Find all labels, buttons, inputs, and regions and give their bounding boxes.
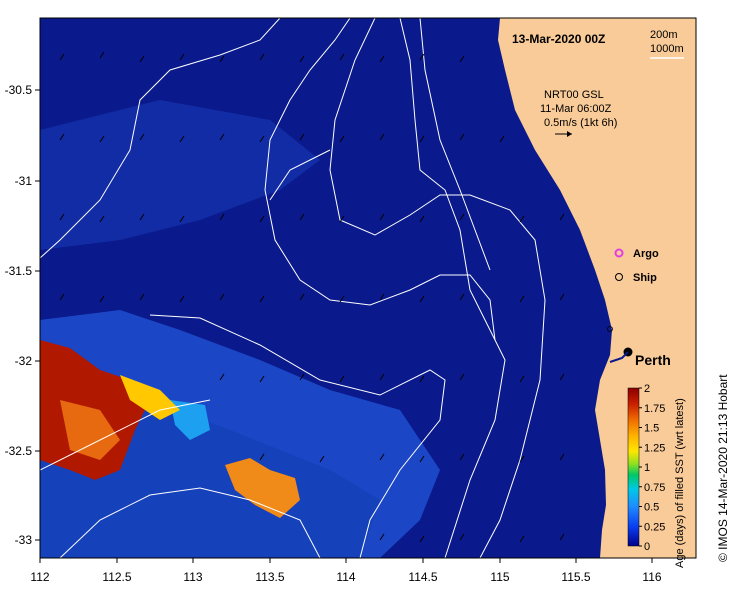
y-tick-label: -32.5 — [5, 444, 33, 458]
current-scale: 0.5m/s (1kt 6h) — [544, 117, 617, 129]
colorbar-tick-label: 1.75 — [644, 403, 665, 415]
colorbar-tick-label: 1 — [644, 462, 650, 474]
x-tick-label: 112 — [30, 570, 49, 584]
colorbar-tick-label: 1.5 — [644, 423, 659, 435]
ship-marker-icon — [615, 273, 623, 281]
current-source: NRT00 GSL — [544, 89, 604, 101]
colorbar: 0 0.25 0.5 0.75 1 1.25 1.5 1.75 2 Age (days) of … — [627, 383, 686, 568]
x-tick-label: 114 — [336, 570, 355, 584]
current-time: 11-Mar 06:00Z — [540, 103, 612, 115]
sst-age-orange-patch — [60, 400, 120, 460]
y-tick-label: -33 — [15, 533, 33, 547]
ship-label: Ship — [633, 272, 657, 284]
argo-marker-icon — [614, 248, 624, 258]
map-plot-area — [40, 18, 696, 558]
plot-frame — [39, 17, 697, 559]
colorbar-ticks: 0 0.25 0.5 0.75 1 1.25 1.5 1.75 2 — [639, 383, 665, 553]
sst-age-north-band — [40, 100, 320, 250]
current-vectors — [59, 51, 565, 543]
x-tick-label: 116 — [642, 570, 661, 584]
x-tick-label: 112.5 — [102, 570, 131, 584]
depth-legend-200m: 200m — [650, 29, 678, 41]
sst-age-orange-blob — [225, 458, 300, 518]
map-title: 13-Mar-2020 00Z — [512, 32, 605, 46]
island-marker — [607, 326, 613, 332]
x-tick-label: 113 — [183, 570, 202, 584]
colorbar-tick-label: 1.25 — [644, 442, 665, 454]
colorbar-tick-label: 0.25 — [644, 521, 665, 533]
contour-lines — [40, 18, 546, 558]
swan-river — [609, 351, 629, 363]
colorbar-tick-label: 0.75 — [644, 482, 665, 494]
colorbar-gradient — [627, 387, 640, 547]
x-tick-label: 114.5 — [408, 570, 437, 584]
colorbar-label: Age (days) of filled SST (wrt latest) — [674, 398, 686, 568]
y-tick-label: -30.5 — [5, 83, 33, 97]
y-tick-label: -31.5 — [5, 264, 33, 278]
land-western-australia — [498, 18, 696, 558]
colorbar-tick-label: 0.5 — [644, 502, 659, 514]
argo-label: Argo — [633, 248, 659, 260]
y-tick-label: -31 — [15, 174, 33, 188]
copyright-credit: © IMOS 14-Mar-2020 21:13 Hobart — [716, 374, 730, 562]
depth-legend-1000m: 1000m — [650, 43, 684, 55]
colorbar-tick-label: 0 — [644, 541, 650, 553]
colorbar-tick-label: 2 — [644, 383, 650, 395]
x-tick-label: 115.5 — [561, 570, 590, 584]
current-scale-arrow-icon — [555, 131, 572, 137]
y-axis: -30.5 -31 -31.5 -32 -32.5 -33 — [5, 83, 40, 547]
perth-label: Perth — [635, 352, 671, 368]
x-tick-label: 115 — [490, 570, 509, 584]
x-tick-label: 113.5 — [255, 570, 284, 584]
x-axis: 112 112.5 113 113.5 114 114.5 115 115.5 … — [30, 558, 662, 584]
y-tick-label: -32 — [15, 354, 33, 368]
